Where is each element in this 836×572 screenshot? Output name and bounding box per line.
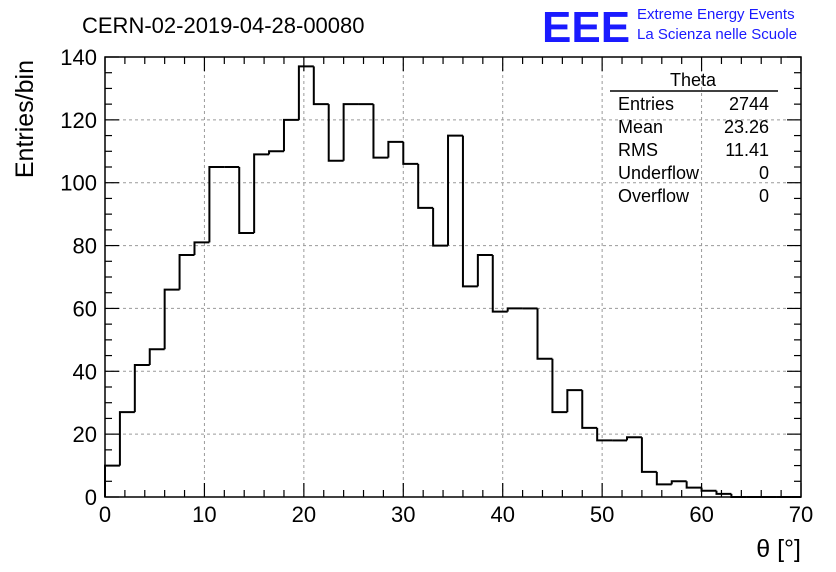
histogram-bin [685,481,702,489]
y-tick-label: 40 [73,359,97,384]
histogram-bin [461,135,478,288]
stats-label-underflow: Underflow [618,163,700,183]
histogram-bin [447,134,463,246]
x-tick-label: 50 [590,502,614,527]
stats-label-entries: Entries [618,94,674,114]
stats-value-rms: 11.41 [725,140,769,160]
stats-label-mean: Mean [618,117,663,137]
y-tick-label: 120 [60,108,97,133]
histogram-bin [715,490,732,495]
histogram-bin [626,436,642,441]
axes: 0 10 20 30 40 50 60 70 0 20 40 60 80 100 120 140 [60,45,813,527]
histogram-bin [133,364,150,413]
stats-label-overflow: Overflow [618,186,690,206]
stats-name: Theta [670,70,717,90]
stats-label-rms: RMS [618,140,658,160]
histogram-series [104,65,801,498]
histogram-bin [566,389,583,413]
x-tick-label: 40 [490,502,514,527]
y-tick-label: 0 [85,485,97,510]
y-tick-label: 60 [73,296,97,321]
histogram-bin [596,427,613,442]
grid [105,57,801,497]
histogram-bin [372,104,389,159]
stats-value-overflow: 0 [759,186,769,206]
histogram-bin [163,288,180,350]
histogram-bin [536,308,553,360]
histogram-bin [491,255,508,313]
histogram-bin [551,358,568,414]
logo-mark: EEE [542,3,630,52]
y-tick-label: 20 [73,422,97,447]
x-tick-label: 0 [99,502,111,527]
histogram-bin [670,480,687,485]
x-tick-label: 30 [391,502,415,527]
x-tick-label: 20 [292,502,316,527]
histogram-bin [417,163,434,209]
histogram-bin [253,153,270,233]
eee-logo: EEE Extreme Energy Events La Scienza nel… [542,3,797,52]
histogram-bin [476,254,493,287]
histogram-bin [148,348,165,365]
histogram-bin [640,437,657,473]
histogram-bin [506,307,523,312]
logo-line-1: Extreme Energy Events [637,6,795,23]
x-tick-label: 60 [689,502,713,527]
histogram-bin [327,104,344,162]
stats-value-entries: 2744 [729,94,769,114]
plot-frame [104,56,802,498]
histogram-bin [655,471,672,486]
histogram-bin [268,150,284,155]
logo-line-2: La Scienza nelle Scuole [637,26,797,43]
histogram-bin [178,254,195,290]
x-axis-title: θ [°] [756,535,801,563]
histogram-bin [208,166,225,243]
x-tick-label: 70 [789,502,813,527]
histogram-bin [193,241,210,255]
histogram-bin [118,411,135,466]
stats-value-mean: 23.26 [724,117,769,137]
histogram-bin [238,167,255,234]
y-tick-label: 100 [60,171,97,196]
y-axis-title: Entries/bin [11,60,39,178]
histogram-bin [700,487,717,492]
histogram-bin [387,140,404,158]
stats-box: Theta Entries 2744 Mean 23.26 RMS 11.41 … [610,70,778,206]
histogram-bin [432,207,449,247]
x-tick-label: 10 [192,502,216,527]
histogram-bin [342,103,359,161]
histogram-bin [297,65,314,120]
stats-value-underflow: 0 [759,163,769,183]
histogram-bin [282,118,299,152]
histogram-bin [581,390,598,429]
chart-title: CERN-02-2019-04-28-00080 [82,13,365,38]
histogram-bin [402,141,419,165]
y-tick-label: 80 [73,234,97,259]
histogram-bin [312,66,329,106]
y-tick-label: 140 [60,45,97,70]
